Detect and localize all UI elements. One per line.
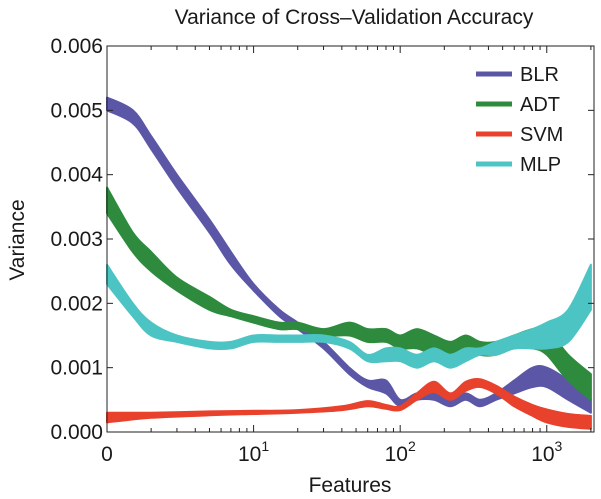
y-axis-label: Variance [6,199,29,280]
y-tick-label: 0.006 [50,35,103,58]
y-tick-label: 0.005 [50,99,103,122]
y-tick-label: 0.003 [50,228,103,251]
x-tick-label: 102 [385,438,416,466]
series-band-adt [106,186,592,401]
x-tick-label: 103 [531,438,562,466]
x-tick-label: 101 [238,438,269,466]
legend-label-adt: ADT [520,94,560,116]
y-axis: 0.000 0.001 0.002 0.003 0.004 0.005 0.006 [50,35,594,444]
y-tick-label: 0.004 [50,164,103,187]
x-axis-label: Features [309,474,392,497]
y-tick-label: 0.002 [50,292,103,315]
legend-label-blr: BLR [520,64,559,86]
legend: BLR ADT SVM MLP [476,64,563,176]
series-band-mlp [106,263,592,369]
legend-label-svm: SVM [520,124,563,146]
y-tick-label: 0.000 [50,421,103,444]
y-tick-label: 0.001 [50,357,103,380]
chart-title: Variance of Cross–Validation Accuracy [175,6,534,29]
x-tick-label: 0 [101,443,113,466]
x-axis: 0 101 102 103 [101,46,592,466]
legend-label-mlp: MLP [520,154,561,176]
